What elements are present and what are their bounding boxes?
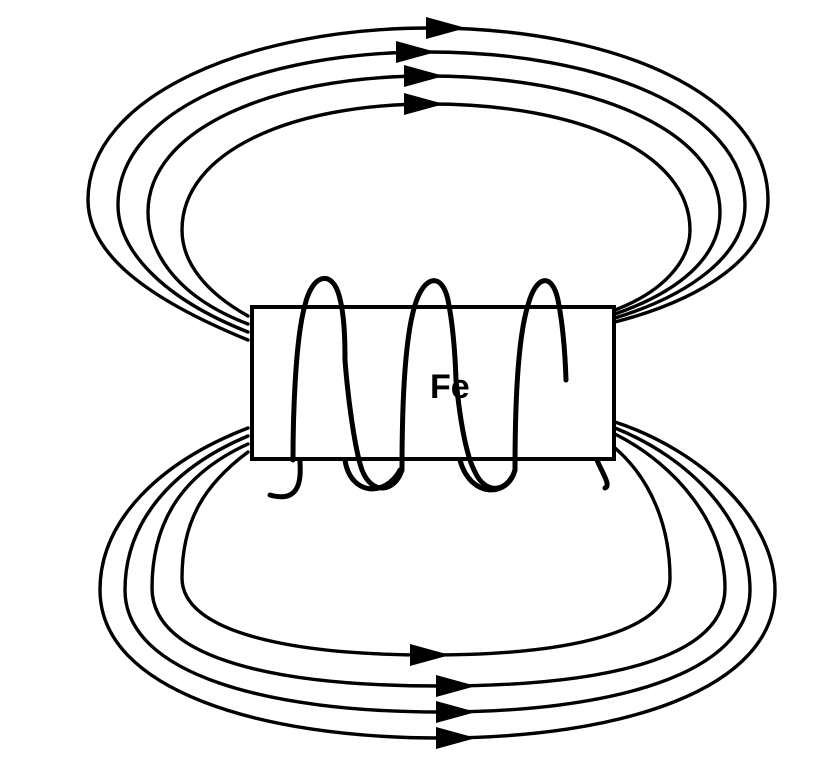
upper-arrowheads	[396, 17, 466, 115]
arrowhead-upper-4	[404, 93, 444, 115]
coil-turn-1-back	[267, 457, 303, 500]
arrowhead-lower-3	[436, 675, 476, 697]
field-line-upper-3	[146, 74, 722, 326]
coil-front	[290, 276, 569, 491]
arrowhead-upper-3	[404, 65, 444, 87]
field-line-lower-4	[180, 446, 672, 657]
iron-core	[250, 305, 616, 461]
core-label: Fe	[430, 368, 470, 406]
coil-turn-3-front	[512, 278, 569, 473]
arrowhead-lower-2	[436, 701, 476, 723]
arrowhead-lower-1	[436, 727, 476, 749]
coil-turn-1-front	[290, 276, 348, 463]
arrowhead-lower-4	[410, 644, 450, 666]
lower-arrowheads	[410, 644, 476, 749]
field-line-lower-2	[123, 426, 752, 714]
field-line-upper-4	[180, 102, 692, 318]
arrowhead-upper-1	[426, 17, 466, 39]
coil-turn-2-back	[342, 457, 403, 492]
coil-turn-2-lower-front	[453, 377, 518, 491]
coil-turn-2-front	[399, 278, 459, 473]
arrowhead-upper-2	[396, 41, 436, 63]
coil-back	[267, 452, 610, 500]
coil-turn-1-lower-front	[342, 357, 405, 491]
